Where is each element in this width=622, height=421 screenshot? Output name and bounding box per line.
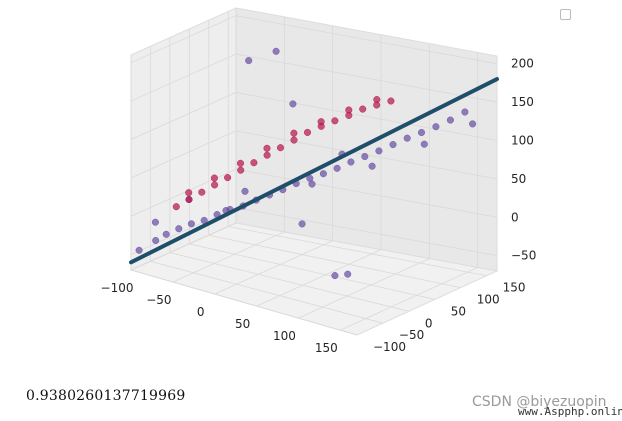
legend-box [560,9,571,20]
data-point-high [331,117,339,125]
data-point-low [331,272,339,280]
data-point-low [344,270,352,278]
watermark-site: www.Aspphp.online [518,405,622,418]
data-point-high [210,174,218,182]
data-point-high [359,105,367,113]
grid-line-x [172,16,285,283]
data-point-high [172,203,180,211]
regression-line [129,77,499,265]
grid-line-z [130,53,498,103]
data-point-high [303,128,312,136]
x-tick-label: 50 [235,317,250,331]
data-point-high [387,97,395,105]
data-point-low [298,220,306,228]
data-point-low [152,236,160,245]
data-point-low [289,100,297,108]
data-point-low [347,158,355,166]
y-tick-label: 0 [425,316,433,330]
data-point-high [276,144,285,152]
grid-line-z [130,168,498,218]
data-point-high [317,118,325,126]
data-point-high [373,96,381,104]
series-high-points [172,96,395,211]
data-point-low [241,187,249,195]
y-tick-label: 50 [451,304,466,318]
data-point-low [403,134,411,142]
watermark-source: CSDN @biyezuopin [472,394,607,410]
grid-line-x [256,34,382,307]
grid-line-y [169,37,409,312]
z-tick-label: 100 [511,134,534,148]
y-tick-label: 100 [477,293,500,307]
data-point-high [290,129,298,137]
grid-line-y [130,55,358,336]
grid-line-z [130,130,498,180]
series-low-points [135,47,477,280]
data-point-low [187,220,195,228]
data-point-low [333,164,341,172]
data-point-low [361,152,369,161]
z-tick-label: 200 [511,57,534,71]
data-point-low [175,225,183,233]
grid-line-x [130,8,237,271]
data-point-low [162,230,170,238]
y-tick-label: −100 [373,340,406,354]
z-tick-label: −50 [511,249,536,263]
fit-line [129,77,499,265]
data-point-high [237,166,245,174]
data-point-low [308,180,316,188]
grid-line-x [298,43,430,319]
z-tick-label: 50 [511,172,526,186]
data-point-high [345,106,353,114]
data-point-low [375,147,383,155]
data-point-low [461,108,469,116]
data-point-low [420,140,428,148]
grid-line-x [340,52,479,331]
grid-line-y [188,28,435,300]
data-point-high [211,181,219,189]
data-point-low [151,218,159,226]
data-point-high [263,144,271,152]
data-point-high [185,189,193,197]
data-point-low [389,141,397,149]
data-point-low [245,57,253,65]
y-tick-label: −50 [399,328,424,342]
z-tick-label: 0 [511,210,519,224]
data-point-low [446,116,454,124]
data-point-low [417,128,426,137]
data-point-high [290,136,298,144]
x-tick-label: −50 [146,293,171,307]
data-point-low [469,120,477,128]
data-point-low [368,162,376,170]
grid-line-z [130,15,498,65]
grid-lines [130,8,498,336]
model-score: 0.9380260137719969 [26,388,186,404]
data-point-high [198,188,206,196]
data-point-high [263,151,271,159]
data-point-low [432,123,440,131]
data-point-low [272,47,280,55]
data-point-high [185,195,193,204]
grid-line-y [150,46,384,324]
x-tick-label: 150 [315,341,338,355]
grid-line-y [208,20,461,288]
grid-line-y [227,11,487,277]
x-tick-label: 0 [197,305,205,319]
data-point-high [236,159,245,167]
y-tick-label: 150 [503,281,526,295]
x-tick-label: −100 [101,281,134,295]
data-point-low [135,246,143,254]
data-point-high [224,174,232,182]
z-tick-label: 150 [511,95,534,109]
data-point-high [250,159,258,167]
data-point-low [319,170,327,178]
grid-line-x [214,25,334,295]
x-tick-label: 100 [273,329,296,343]
